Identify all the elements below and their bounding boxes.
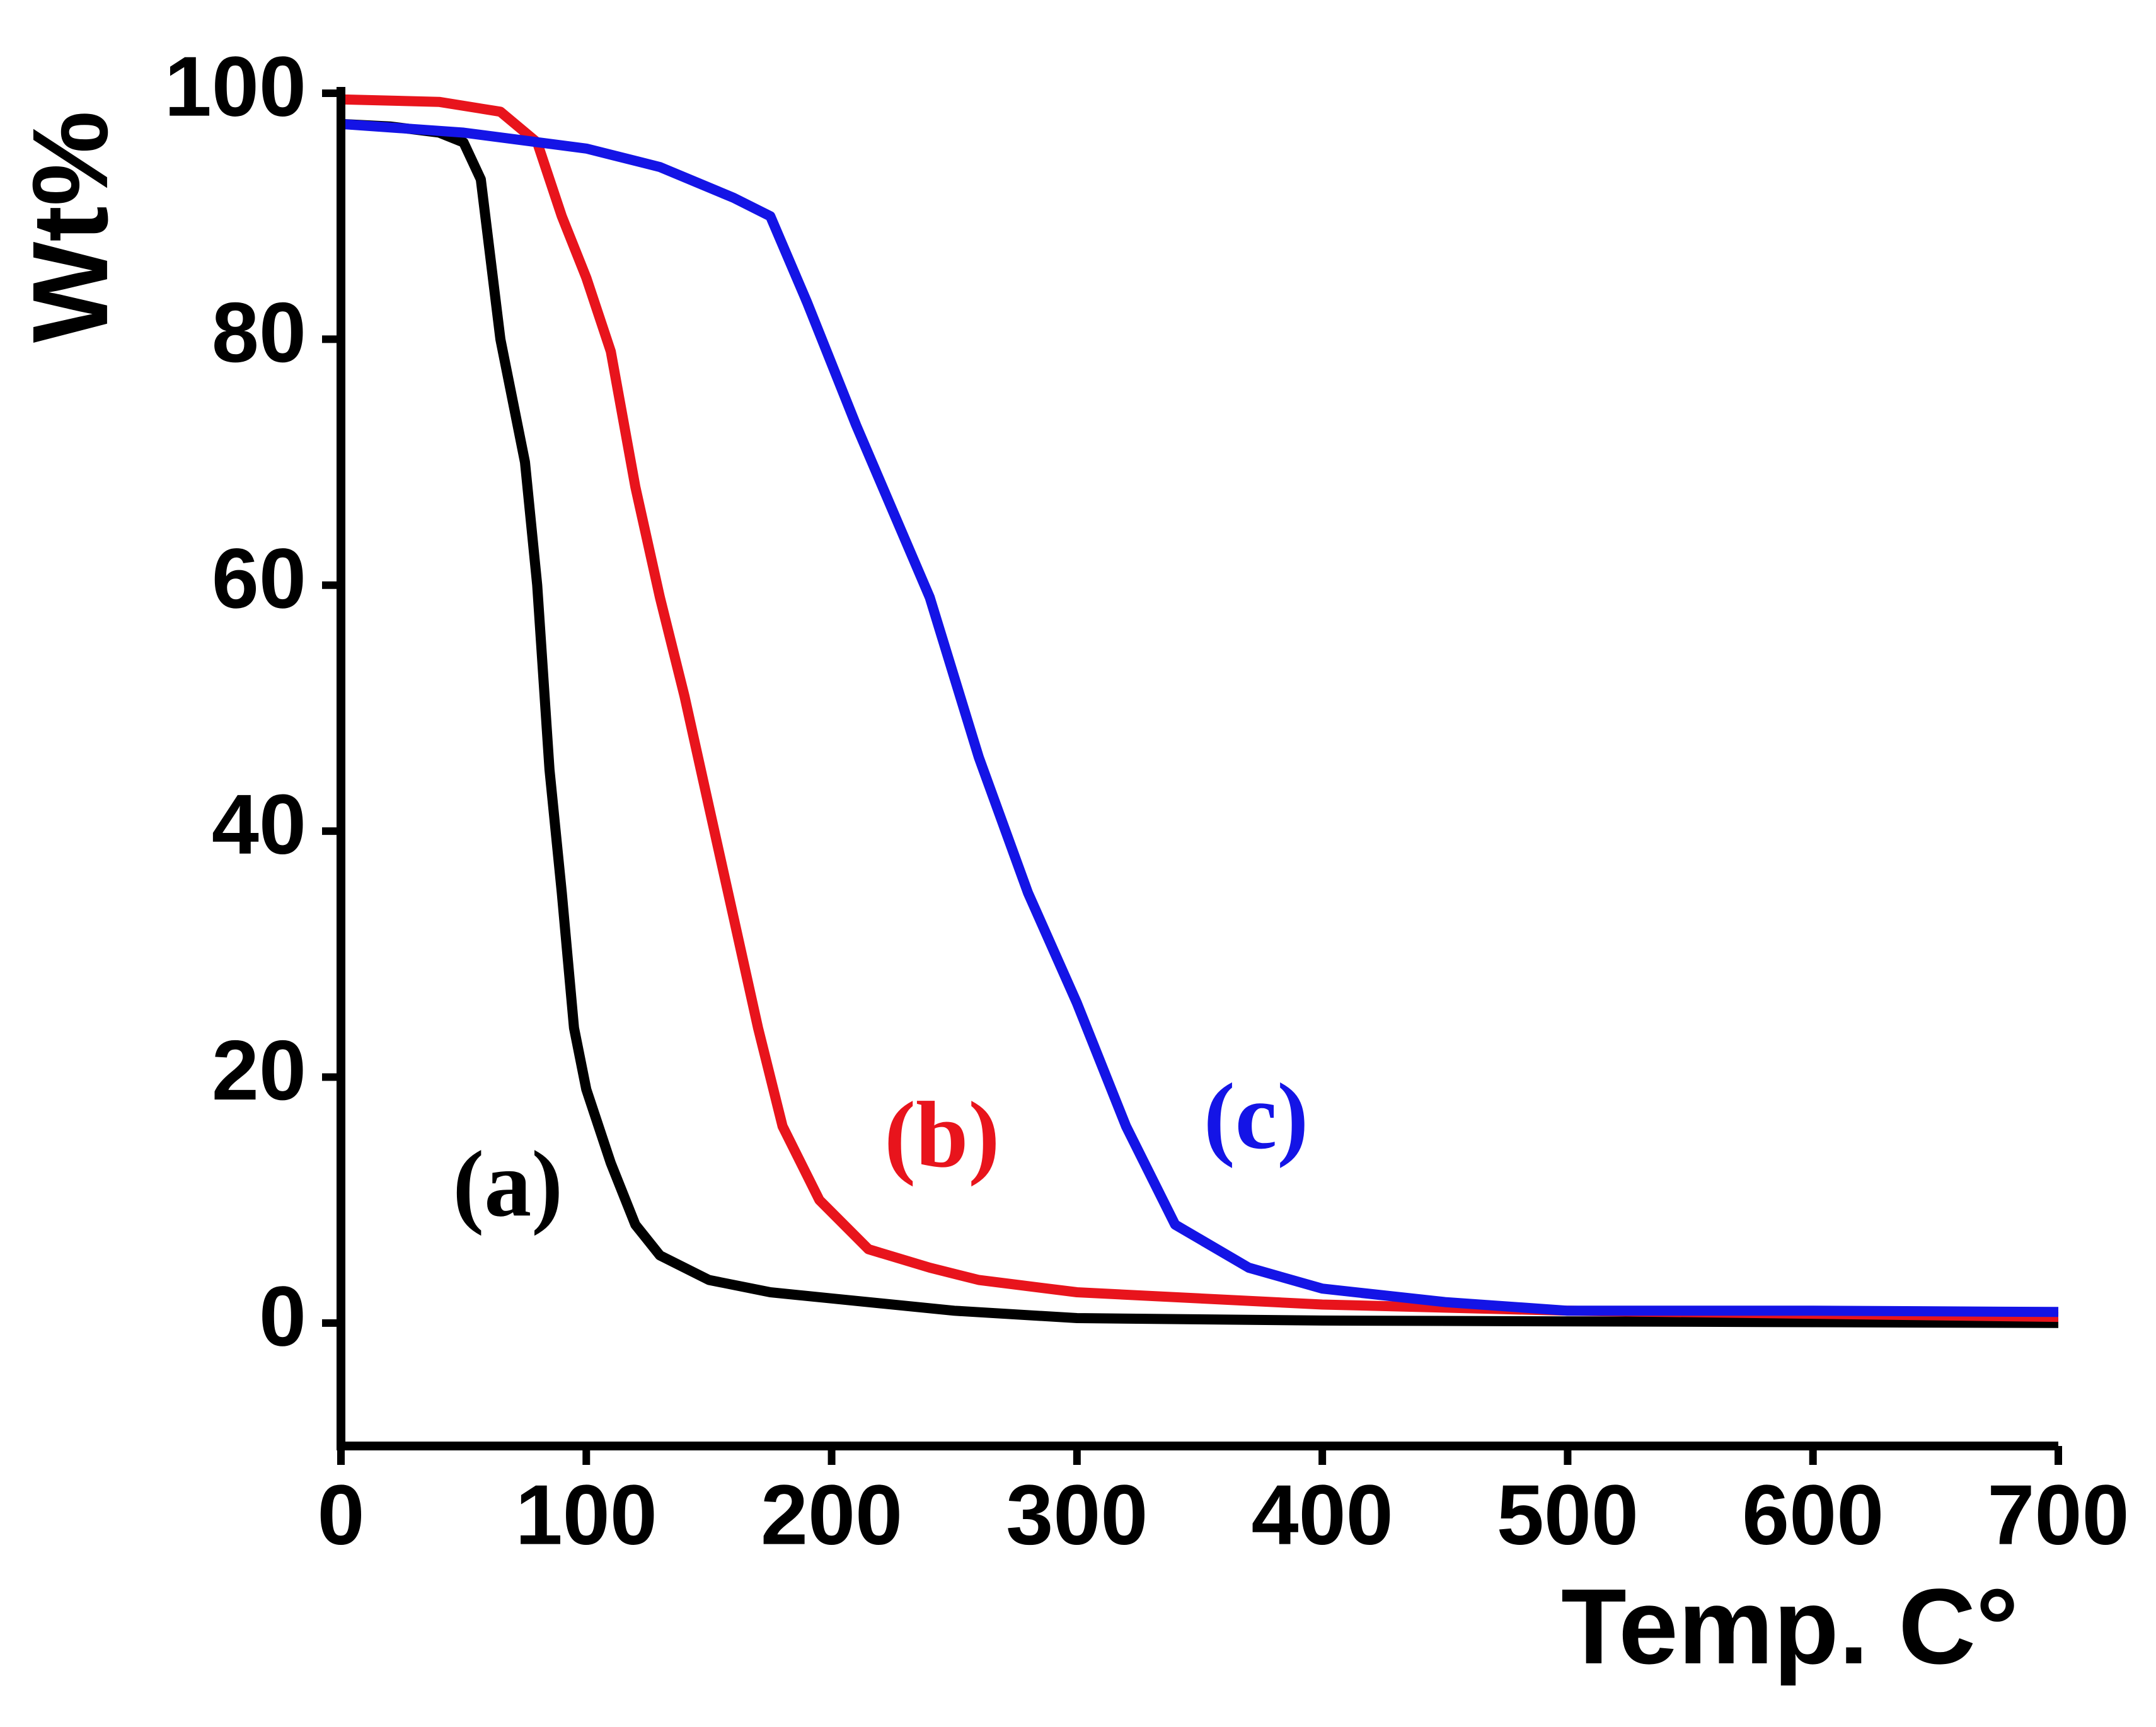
y-axis-title: Wt% [11,111,130,343]
x-tick-label: 200 [761,1467,902,1563]
y-tick-label: 100 [164,39,306,134]
y-tick-label: 0 [259,1268,306,1363]
data-line [340,118,2059,1328]
x-tick-label: 500 [1497,1467,1639,1563]
x-tick-label: 700 [1987,1467,2129,1563]
curve-label: (a) [453,1132,563,1236]
x-tick-label: 600 [1742,1467,1884,1563]
y-tick-label: 40 [212,777,306,872]
x-axis-title: Temp. C° [1561,1567,2019,1687]
x-tick-label: 100 [516,1467,657,1563]
curve-label: (b) [884,1082,1000,1187]
y-tick-label: 20 [212,1023,306,1118]
x-tick-label: 0 [317,1467,364,1563]
x-tick-label: 400 [1252,1467,1393,1563]
data-line [340,118,2059,1317]
x-tick-label: 300 [1006,1467,1148,1563]
y-tick-label: 80 [212,285,306,380]
y-tick-label: 60 [212,531,306,626]
data-line [340,94,2059,1323]
curve-label: (c) [1204,1064,1308,1169]
